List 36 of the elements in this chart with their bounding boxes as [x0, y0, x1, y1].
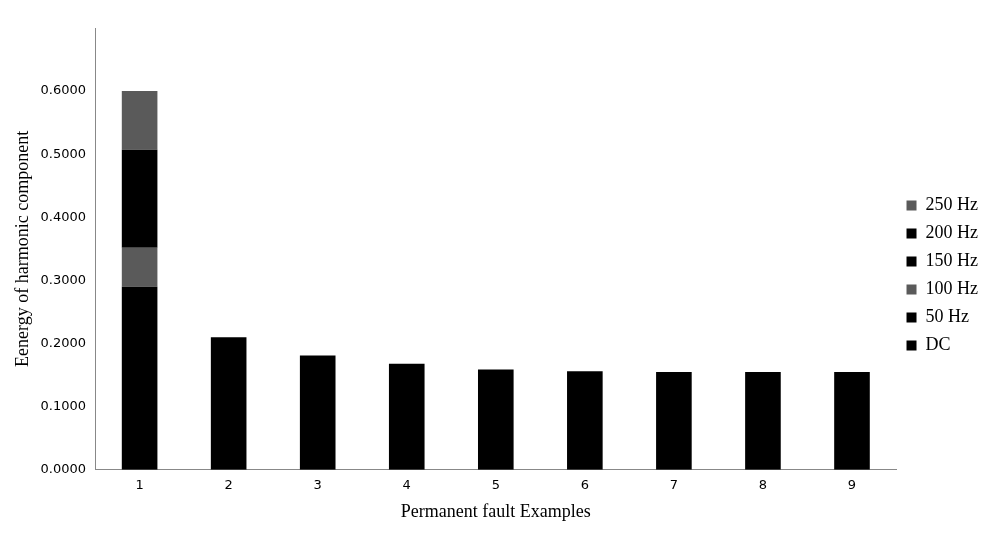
bar	[210, 337, 247, 470]
bar	[299, 355, 336, 470]
bar	[388, 363, 425, 470]
legend-label: 100 Hz	[925, 278, 979, 299]
bar	[121, 91, 158, 150]
x-tick-label: 2	[224, 476, 233, 492]
legend-label: 200 Hz	[925, 222, 979, 243]
x-tick-label: 3	[313, 476, 322, 492]
legend-label: 50 Hz	[925, 306, 970, 327]
x-tick-label: 5	[491, 476, 500, 492]
y-axis-title: Eenergy of harmonic component	[11, 130, 32, 367]
bar	[834, 371, 870, 470]
bar	[567, 371, 603, 470]
bar	[477, 369, 514, 470]
y-tick-label: 0.3000	[40, 271, 87, 287]
legend-label: 250 Hz	[925, 194, 979, 215]
y-tick-label: 0.0000	[40, 461, 87, 477]
bar	[121, 149, 158, 248]
y-tick-label: 0.5000	[40, 145, 87, 161]
x-axis-title: Permanent fault Examples	[400, 500, 591, 521]
y-tick-label: 0.1000	[40, 398, 87, 414]
y-tick-label: 0.4000	[40, 208, 87, 224]
x-tick-label: 8	[758, 476, 768, 492]
bar	[121, 247, 158, 287]
x-tick-label: 7	[669, 476, 679, 492]
x-tick-label: 4	[402, 476, 411, 492]
x-tick-label: 9	[847, 476, 857, 492]
legend-label: 150 Hz	[925, 250, 979, 271]
x-tick-label: 6	[580, 476, 589, 492]
bar	[656, 371, 692, 470]
legend-label: DC	[925, 334, 951, 355]
bar	[121, 286, 158, 470]
bar	[745, 371, 781, 470]
y-tick-label: 0.6000	[40, 82, 87, 98]
y-tick-label: 0.2000	[40, 334, 87, 350]
x-tick-label: 1	[135, 476, 144, 492]
